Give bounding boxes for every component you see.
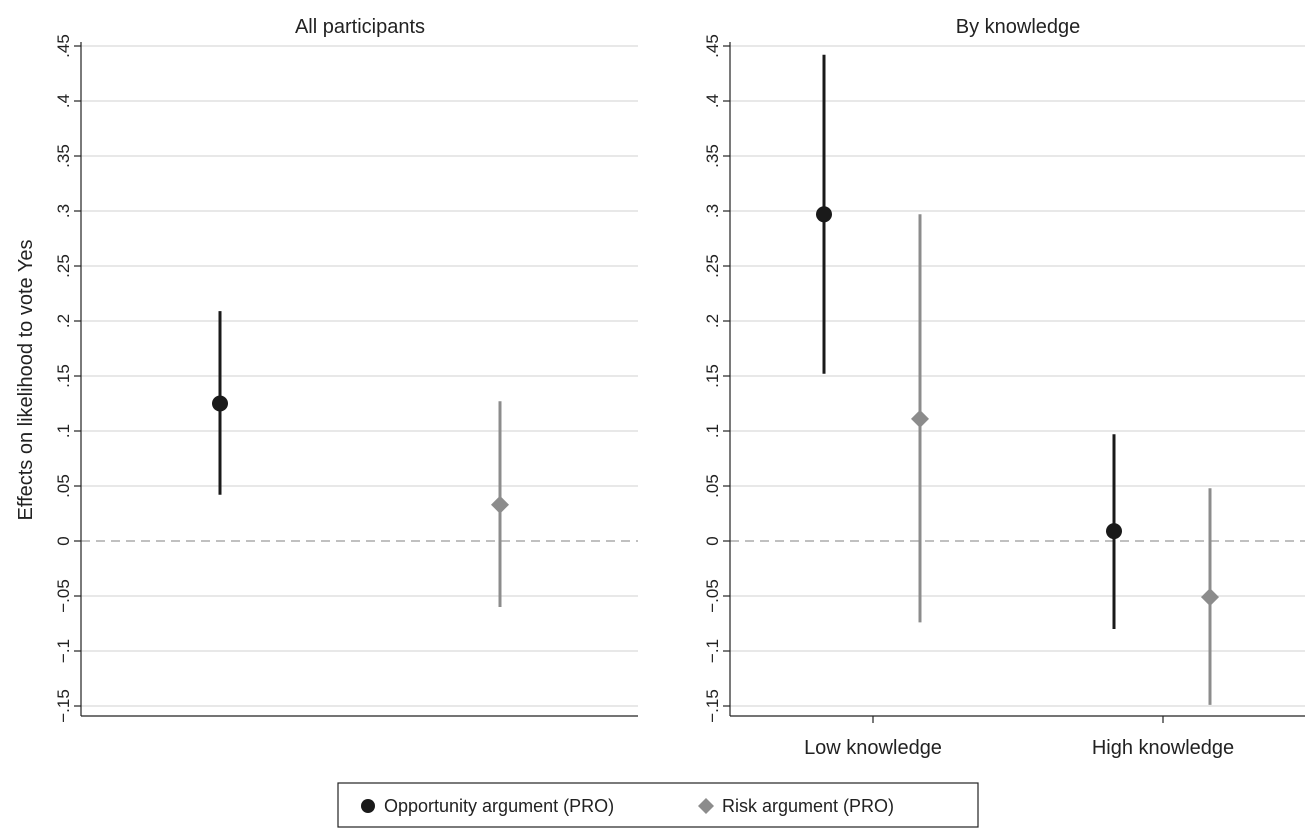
point-risk xyxy=(1201,588,1219,607)
y-tick-label: −.15 xyxy=(703,689,722,723)
legend-box xyxy=(337,782,979,828)
gridlines xyxy=(81,45,638,707)
y-tick-label: −.15 xyxy=(54,689,73,723)
legend-marker-risk xyxy=(698,798,714,814)
y-tick-label: .25 xyxy=(703,254,722,278)
legend-label-risk: Risk argument (PRO) xyxy=(722,796,894,816)
point-opportunity xyxy=(212,395,228,412)
legend: Opportunity argument (PRO) Risk argument… xyxy=(337,782,979,828)
y-tick-label: .45 xyxy=(54,34,73,58)
x-axis-categories: Low knowledge High knowledge xyxy=(804,716,1234,759)
point-opportunity xyxy=(816,206,832,223)
y-tick-label: .05 xyxy=(54,474,73,498)
panel-by-knowledge: By knowledge −.15 −.1 −.05 0 .05 .1 .15 .2 .25 .3… xyxy=(703,16,1305,759)
x-category-label: Low knowledge xyxy=(804,737,942,759)
estimates xyxy=(816,54,1219,705)
y-tick-label: −.1 xyxy=(54,639,73,663)
y-tick-label: −.05 xyxy=(54,579,73,613)
y-tick-label: .45 xyxy=(703,34,722,58)
panel-title-by-knowledge: By knowledge xyxy=(956,16,1081,38)
y-tick-label: .2 xyxy=(54,314,73,328)
y-axis-label: Effects on likelihood to vote Yes xyxy=(15,240,37,521)
legend-marker-opportunity xyxy=(361,799,375,813)
y-tick-label: .35 xyxy=(703,144,722,168)
y-tick-label: .15 xyxy=(54,364,73,388)
legend-label-opportunity: Opportunity argument (PRO) xyxy=(384,796,614,816)
y-tick-label: 0 xyxy=(54,536,73,545)
estimates xyxy=(212,311,509,607)
panel-all-participants: All participants Effects on likelihood t… xyxy=(15,16,638,723)
y-tick-label: .1 xyxy=(54,424,73,438)
y-axis-ticks: −.15 −.1 −.05 0 .05 .1 .15 .2 .25 .3 .35 .4 .45 xyxy=(703,34,730,723)
y-tick-label: .3 xyxy=(703,204,722,218)
y-tick-label: .35 xyxy=(54,144,73,168)
gridlines xyxy=(730,45,1305,707)
point-risk xyxy=(491,495,509,514)
x-category-label: High knowledge xyxy=(1092,737,1234,759)
y-axis-ticks: −.15 −.1 −.05 0 .05 .1 .15 .2 .25 .3 .35 .4 .45 xyxy=(54,34,81,723)
y-tick-label: .4 xyxy=(703,94,722,108)
panel-title-all-participants: All participants xyxy=(295,16,425,38)
y-tick-label: .1 xyxy=(703,424,722,438)
y-tick-label: 0 xyxy=(703,536,722,545)
y-tick-label: −.1 xyxy=(703,639,722,663)
y-tick-label: −.05 xyxy=(703,579,722,613)
point-opportunity xyxy=(1106,523,1122,540)
point-risk xyxy=(911,409,929,428)
y-tick-label: .2 xyxy=(703,314,722,328)
y-tick-label: .05 xyxy=(703,474,722,498)
y-tick-label: .4 xyxy=(54,94,73,108)
y-tick-label: .25 xyxy=(54,254,73,278)
y-tick-label: .15 xyxy=(703,364,722,388)
y-tick-label: .3 xyxy=(54,204,73,218)
